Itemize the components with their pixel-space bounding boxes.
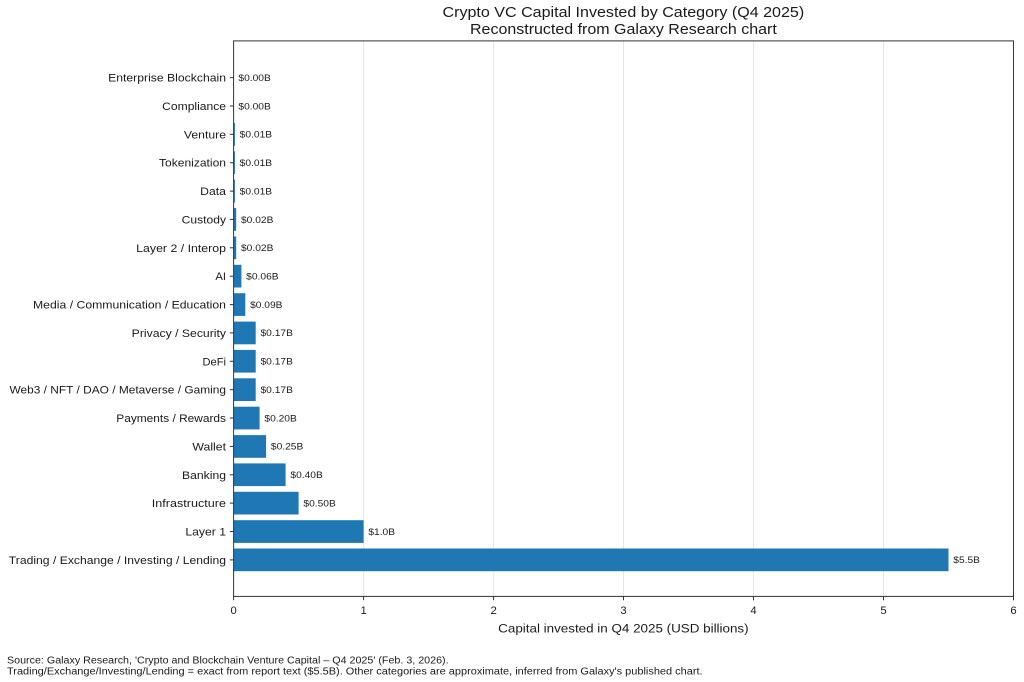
svg-text:DeFi: DeFi [203,356,227,368]
svg-text:$0.00B: $0.00B [238,73,270,84]
svg-text:$0.25B: $0.25B [271,442,303,453]
svg-text:$0.50B: $0.50B [303,498,335,509]
svg-text:Payments / Rewards: Payments / Rewards [116,413,226,425]
svg-text:Banking: Banking [182,470,226,482]
svg-text:AI: AI [215,271,226,283]
svg-text:Venture: Venture [184,129,226,141]
svg-text:2: 2 [490,605,496,617]
svg-text:3: 3 [620,605,626,617]
svg-text:Privacy / Security: Privacy / Security [132,328,227,340]
svg-text:Enterprise Blockchain: Enterprise Blockchain [108,73,226,85]
svg-text:$0.00B: $0.00B [238,101,270,112]
svg-text:Reconstructed from Galaxy Rese: Reconstructed from Galaxy Research chart [470,22,777,38]
svg-text:Layer 2 / Interop: Layer 2 / Interop [136,243,226,255]
svg-text:$0.09B: $0.09B [250,300,282,311]
svg-text:Capital invested in Q4 2025 (U: Capital invested in Q4 2025 (USD billion… [498,622,748,636]
svg-text:5: 5 [880,605,886,617]
svg-text:$0.02B: $0.02B [241,215,273,226]
svg-text:1: 1 [360,605,366,617]
svg-text:$0.01B: $0.01B [240,158,272,169]
svg-text:$0.01B: $0.01B [240,186,272,197]
svg-text:$0.01B: $0.01B [240,130,272,141]
svg-text:Source: Galaxy Research, 'Cryp: Source: Galaxy Research, 'Crypto and Blo… [7,656,449,667]
svg-text:Infrastructure: Infrastructure [152,498,226,510]
svg-text:$0.17B: $0.17B [261,357,293,368]
svg-text:Trading / Exchange / Investing: Trading / Exchange / Investing / Lending [9,555,226,567]
svg-text:Custody: Custody [182,214,227,226]
svg-text:Media / Communication / Educat: Media / Communication / Education [33,300,226,312]
svg-text:$0.17B: $0.17B [261,328,293,339]
svg-text:4: 4 [750,605,756,617]
svg-text:$0.40B: $0.40B [290,470,322,481]
svg-text:Web3 / NFT / DAO / Metaverse /: Web3 / NFT / DAO / Metaverse / Gaming [10,385,226,397]
svg-text:Wallet: Wallet [192,441,227,453]
svg-text:Data: Data [200,186,227,198]
svg-text:0: 0 [230,605,236,617]
svg-text:6: 6 [1010,605,1016,617]
svg-text:$0.02B: $0.02B [241,243,273,254]
svg-text:Trading/Exchange/Investing/Len: Trading/Exchange/Investing/Lending = exa… [7,666,703,677]
svg-text:Compliance: Compliance [162,101,226,113]
svg-text:$5.5B: $5.5B [953,555,980,566]
svg-text:Tokenization: Tokenization [159,158,226,170]
svg-text:$0.06B: $0.06B [246,272,278,283]
svg-text:Crypto VC Capital Invested by: Crypto VC Capital Invested by Category (… [443,5,805,21]
svg-text:$1.0B: $1.0B [368,527,395,538]
svg-text:$0.20B: $0.20B [264,413,296,424]
svg-text:$0.17B: $0.17B [261,385,293,396]
svg-text:Layer 1: Layer 1 [185,527,226,539]
